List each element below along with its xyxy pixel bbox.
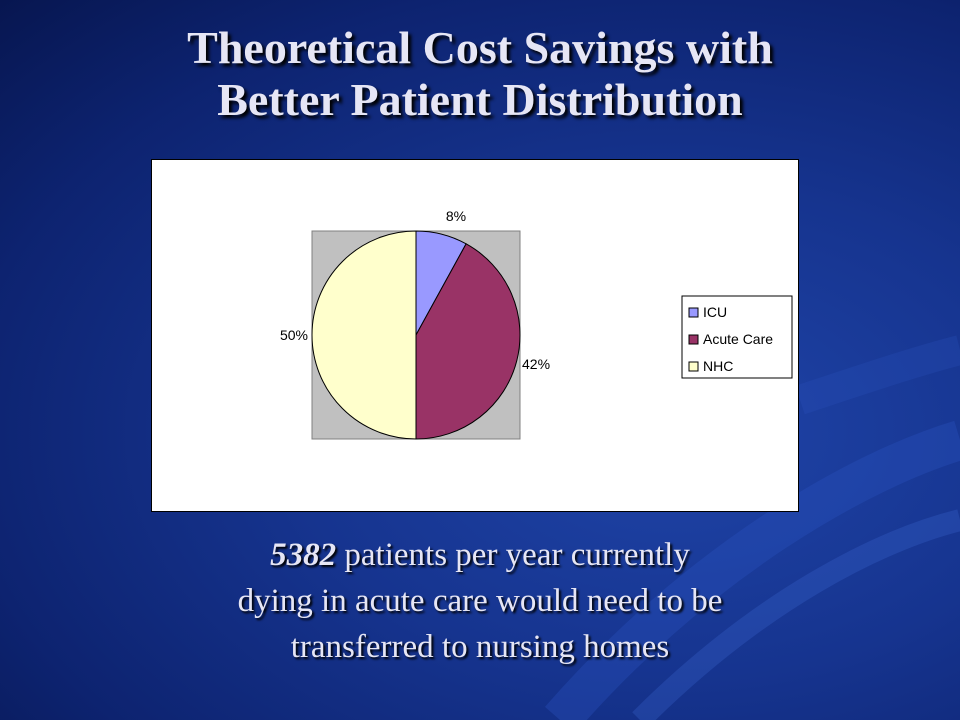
legend-swatch-icu: [688, 307, 699, 318]
pie-label-nhc: 50%: [280, 327, 308, 343]
chart-panel: 8% 42% 50% ICU Acute Care NHC: [151, 159, 799, 512]
legend-box: [681, 295, 793, 379]
slide-title: Theoretical Cost Savings with Better Pat…: [0, 22, 960, 126]
legend-label-icu: ICU: [703, 304, 727, 320]
caption-line-1-text: patients per year currently: [336, 537, 690, 573]
pie-label-acute-care: 42%: [522, 356, 550, 372]
pie-chart: 8% 42% 50% ICU Acute Care NHC: [280, 208, 793, 440]
legend-swatch-nhc: [688, 361, 699, 372]
title-line-2: Better Patient Distribution: [217, 74, 743, 125]
caption: 5382 patients per year currently dying i…: [0, 532, 960, 670]
pie-slice-acute-care: [415, 243, 521, 440]
legend-swatch-acute-care: [688, 334, 699, 345]
caption-line-1: 5382 patients per year currently: [0, 532, 960, 578]
title-line-1: Theoretical Cost Savings with: [187, 22, 773, 73]
legend-label-nhc: NHC: [703, 358, 733, 374]
caption-line-2: dying in acute care would need to be: [237, 583, 723, 619]
pie-slice-nhc: [311, 230, 417, 440]
pie-label-icu: 8%: [446, 208, 466, 224]
caption-number: 5382: [270, 537, 337, 573]
caption-line-3: transferred to nursing homes: [290, 629, 670, 665]
legend-label-acute-care: Acute Care: [703, 331, 773, 347]
